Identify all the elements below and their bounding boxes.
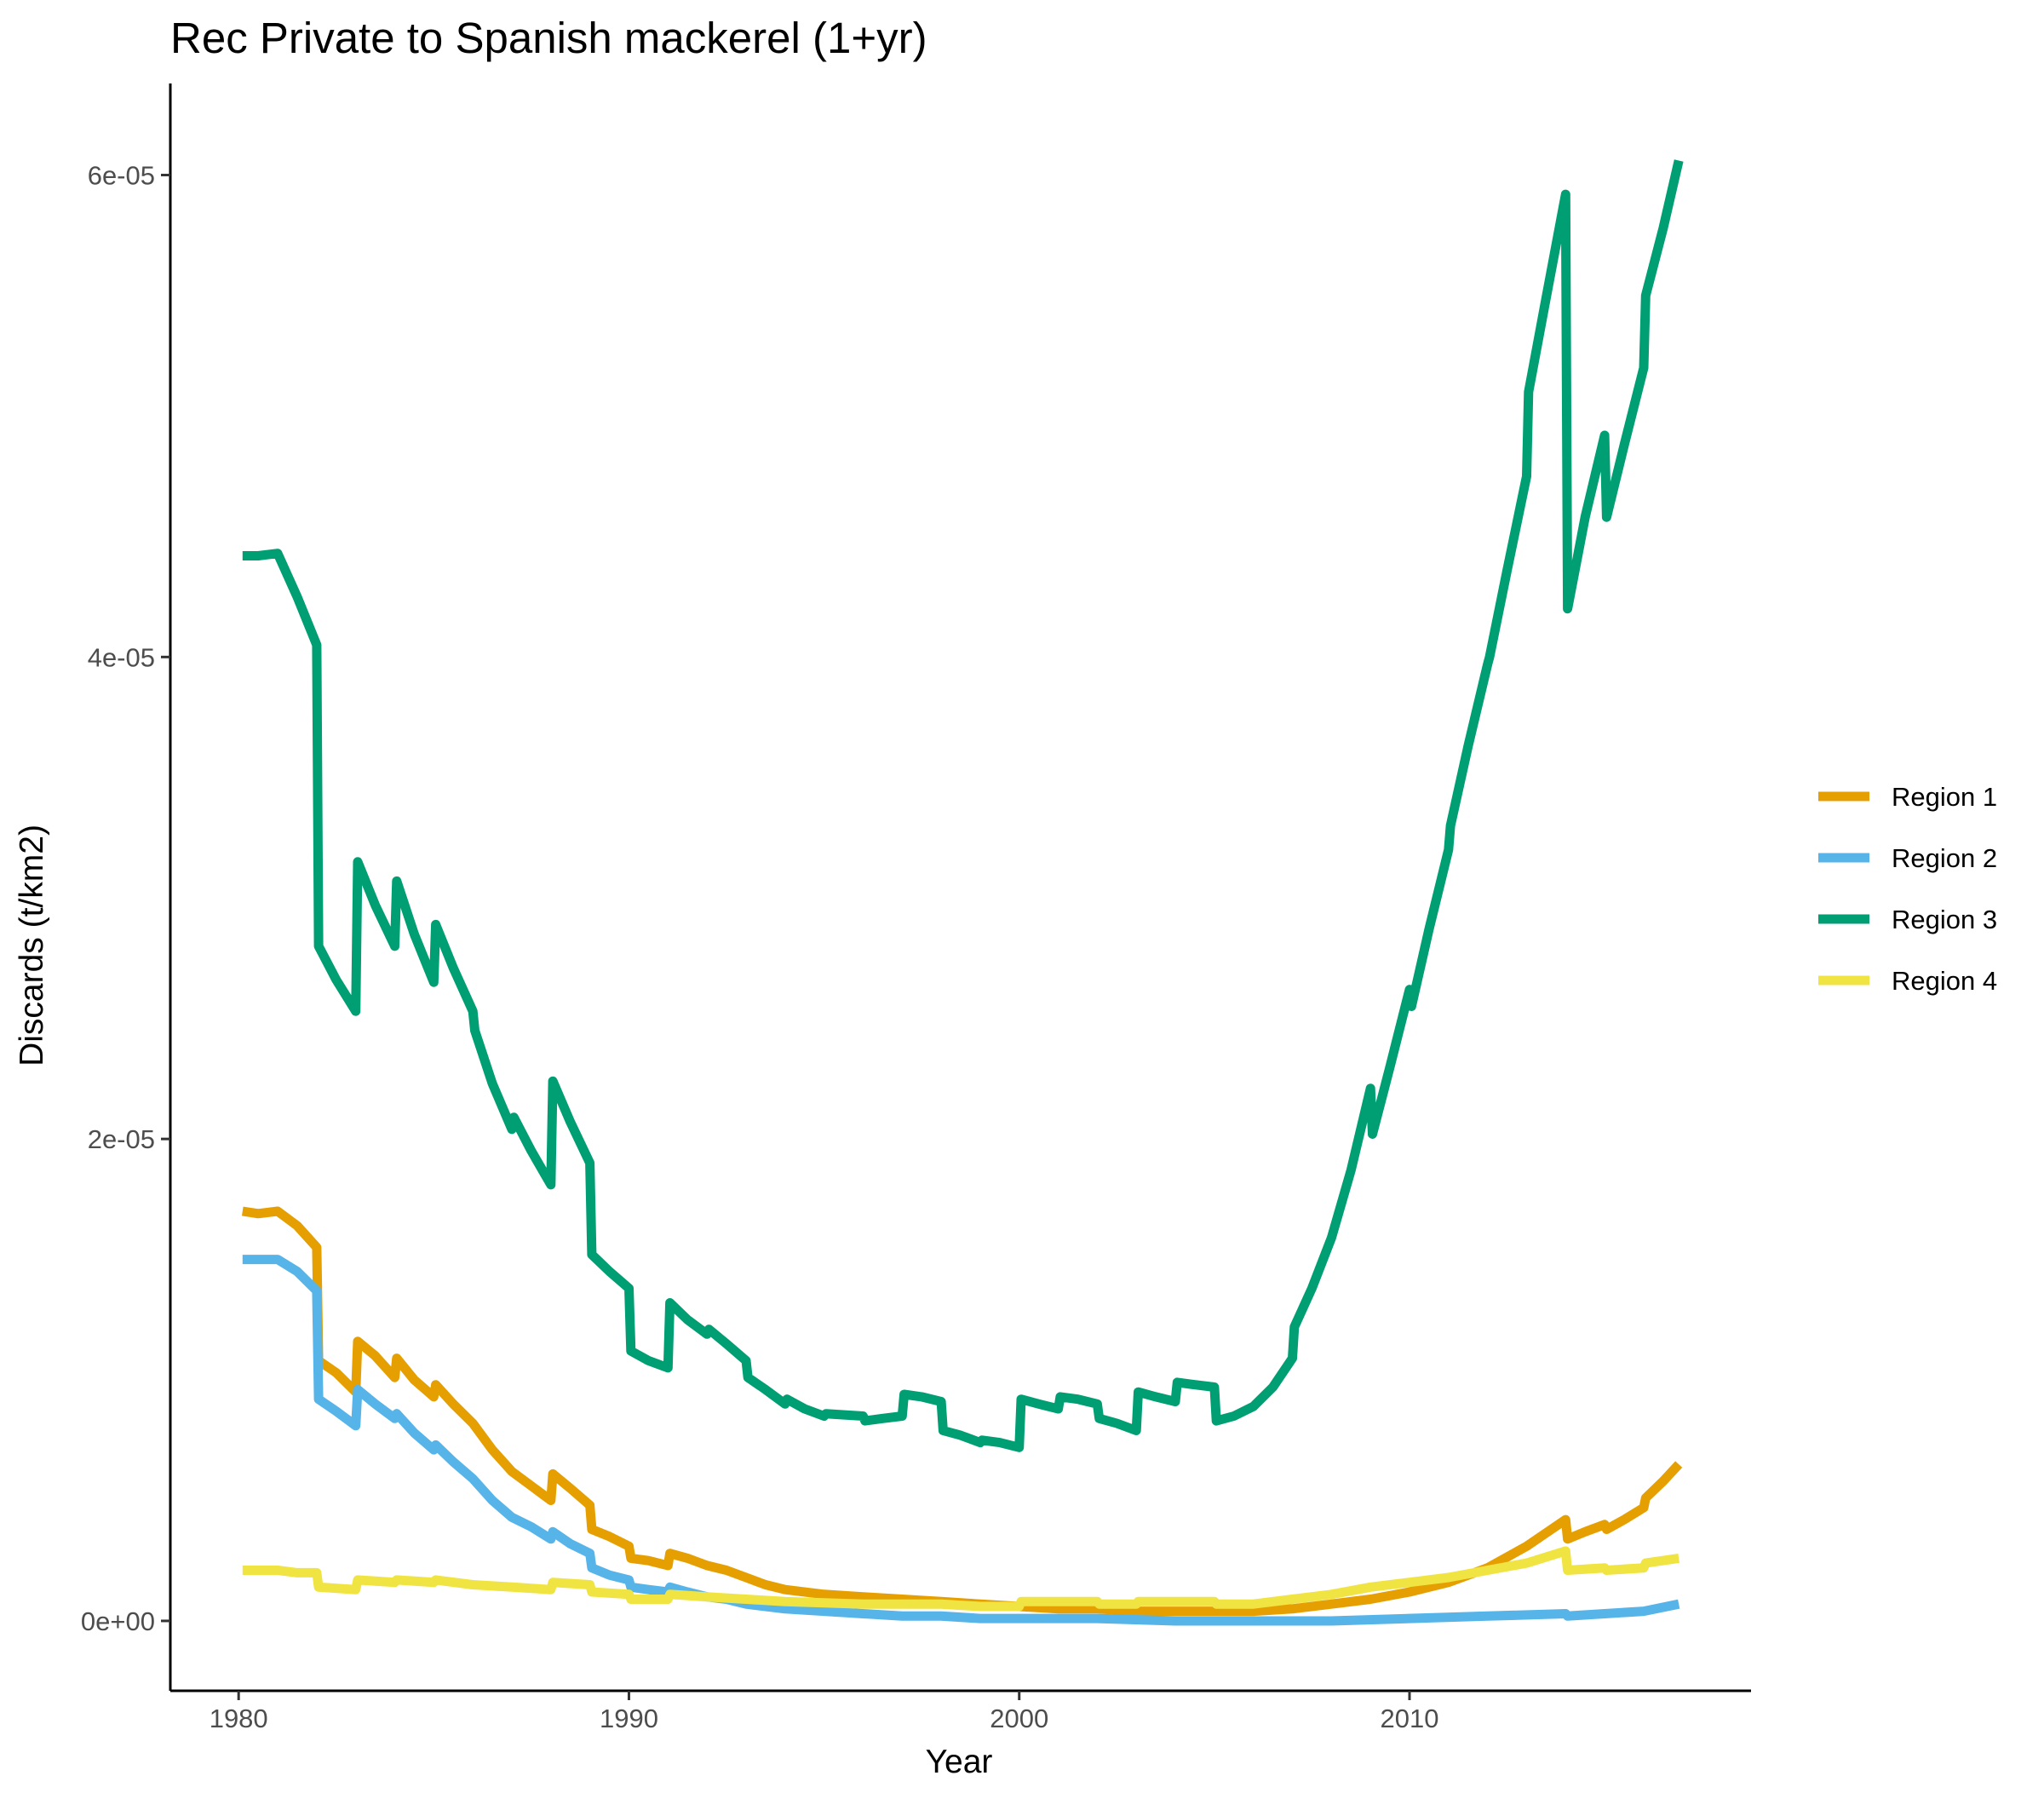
axes-layer: 0e+00 2e-05 4e-05 6e-05 1980 1990 2000 2010 [81,83,1751,1733]
series-line-region-2 [242,1255,1680,1626]
series-line-region-3 [242,159,1684,1452]
legend-label-region-4: Region 4 [1892,966,1997,996]
x-tick-label: 1990 [600,1704,658,1733]
x-axis-title: Year [926,1744,993,1780]
y-tick-label: 4e-05 [88,642,155,672]
series-line-region-4 [242,1546,1679,1612]
y-tick-label: 6e-05 [88,161,155,191]
legend-label-region-3: Region 3 [1892,905,1997,934]
legend-label-region-2: Region 2 [1892,843,1997,873]
chart-title: Rec Private to Spanish mackerel (1+yr) [170,14,927,62]
y-tick-label: 0e+00 [81,1606,155,1636]
y-tick-label: 2e-05 [88,1124,155,1154]
y-axis-title: Discards (t/km2) [14,825,50,1066]
legend: Region 1 Region 2 Region 3 Region 4 [1818,782,1997,996]
legend-label-region-1: Region 1 [1892,782,1997,812]
x-tick-label: 2010 [1381,1704,1439,1733]
x-tick-label: 2000 [990,1704,1048,1733]
series-layer [241,159,1684,1626]
x-tick-label: 1980 [210,1704,268,1733]
series-line-region-1 [241,1206,1683,1617]
